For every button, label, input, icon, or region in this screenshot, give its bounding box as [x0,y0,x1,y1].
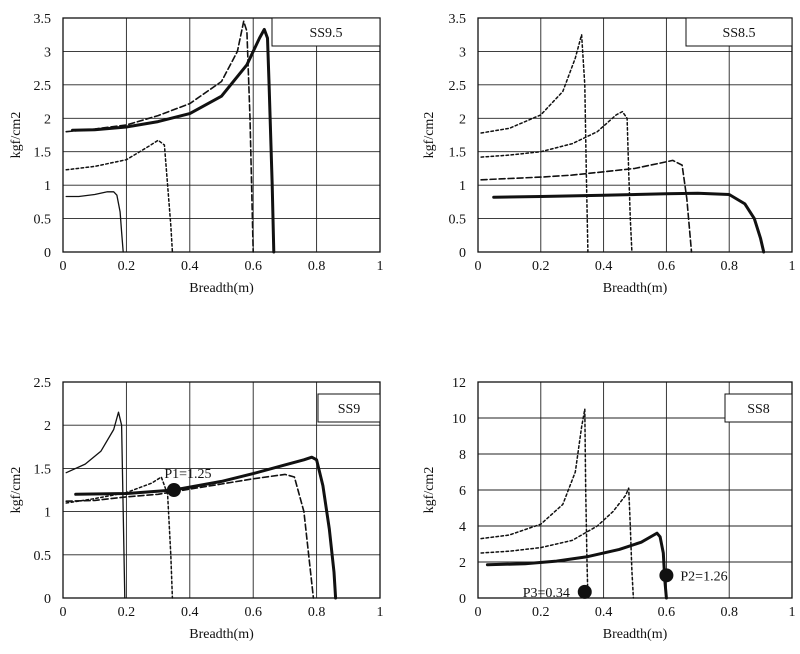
x-tick-label: 0 [475,259,482,274]
x-axis-label: Breadth(m) [189,281,254,296]
y-tick-label: 0 [44,246,51,261]
plot-frame [62,17,381,253]
y-tick-label: 0.5 [449,213,467,228]
y-tick-label: 2.5 [449,79,467,94]
x-tick-label: 1 [377,605,384,620]
y-tick-label: 4 [459,520,466,535]
x-tick-label: 0 [60,605,67,620]
x-tick-label: 0 [60,259,67,274]
series-line-dotted [65,139,174,253]
y-tick-label: 0.5 [34,549,52,564]
y-tick-label: 12 [452,376,466,391]
y-tick-label: 2 [459,556,466,571]
x-tick-label: 1 [789,605,796,620]
y-tick-label: 1 [44,506,51,521]
chart-panel-ss8: 0 0.2 0.4 0.6 0.8 1024681012Breadth(m)kgf/cm2… [422,376,796,642]
x-tick-label: 0.6 [658,259,676,274]
panel-label-box [685,17,793,47]
x-tick-label: 0.8 [720,605,738,620]
annotation-label: P1=1.25 [164,467,211,482]
panel-label-box [724,393,793,423]
y-tick-label: 3.5 [449,12,467,27]
y-tick-label: 1 [44,179,51,194]
x-tick-label: 0.2 [118,605,136,620]
series-line-thick [492,191,766,254]
panel-label: SS8 [747,402,770,417]
y-tick-label: 2 [44,112,51,127]
y-tick-label: 0 [459,246,466,261]
annotation-marker [577,584,592,599]
x-tick-label: 0.4 [595,259,613,274]
y-axis-label: kgf/cm2 [9,112,24,159]
series-line-dotted [480,110,633,253]
annotation-marker [659,568,674,583]
x-axis-label: Breadth(m) [189,627,254,642]
series-line-dotted [480,487,635,599]
plot-frame [62,381,381,599]
x-tick-label: 0.4 [181,605,199,620]
y-tick-label: 6 [459,484,466,499]
y-tick-label: 3.5 [34,12,52,27]
x-tick-label: 0.6 [244,259,262,274]
x-tick-label: 0.6 [244,605,262,620]
plot-frame [477,381,793,599]
y-axis-label: kgf/cm2 [422,112,437,159]
x-tick-label: 0.8 [720,259,738,274]
chart-panel-ss9: 0 0.2 0.4 0.6 0.8 1 0 0.5 1 1.5 2 2.5 Breadth(m) kgf/… [9,376,384,642]
y-tick-label: 1 [459,179,466,194]
y-tick-label: 3 [44,45,51,60]
x-tick-label: 1 [789,259,796,274]
chart-panel-ss8-5: 0 0.2 0.4 0.6 0.8 1 0 0.5 1 1.5 2 2.5 3 3.5 Breadth(m)… [422,12,796,296]
plot-frame [477,17,793,253]
series-line-dotted [480,408,589,599]
series-line-thin [65,411,126,599]
panel-label: SS9.5 [309,26,342,41]
y-tick-label: 1.5 [449,146,467,161]
panel-label-box [317,393,381,423]
x-tick-label: 0.6 [658,605,676,620]
series-line-thick [485,531,668,600]
chart-panel-ss9-5: 0 0.2 0.4 0.6 0.8 1 0 0.5 1 1.5 2 2.5 3 3.5 Breadth(m)… [9,12,384,296]
panel-label: SS9 [338,402,361,417]
y-tick-label: 0 [459,592,466,607]
x-tick-label: 0.4 [595,605,613,620]
series-line-thick [71,27,276,254]
y-tick-label: 2.5 [34,79,52,94]
x-tick-label: 0.2 [532,259,550,274]
y-tick-label: 2 [44,419,51,434]
y-tick-label: 1.5 [34,146,52,161]
series-line-dotted [480,33,589,253]
y-tick-label: 2.5 [34,376,52,391]
annotation-label: P3=0.34 [523,586,570,601]
y-tick-label: 8 [459,448,466,463]
x-tick-label: 0.2 [532,605,550,620]
annotation-marker [166,483,181,497]
y-tick-label: 3 [459,45,466,60]
x-tick-label: 0.2 [118,259,136,274]
x-tick-label: 0.8 [308,605,326,620]
x-tick-label: 0 [475,605,482,620]
series-line-dashed [480,159,693,253]
y-axis-label: kgf/cm2 [9,467,24,514]
y-tick-label: 1.5 [34,462,52,477]
y-axis-label: kgf/cm2 [422,467,437,514]
x-tick-label: 0.4 [181,259,199,274]
y-tick-label: 0.5 [34,213,52,228]
series-line-dashed [65,20,254,253]
x-axis-label: Breadth(m) [603,281,668,296]
annotation-label: P2=1.26 [680,569,727,584]
panel-label: SS8.5 [722,26,755,41]
x-tick-label: 0.8 [308,259,326,274]
series-line-dashed [65,473,315,599]
x-tick-label: 1 [377,259,384,274]
series-line-thin [65,191,124,253]
y-tick-label: 2 [459,112,466,127]
y-tick-label: 10 [452,412,466,427]
x-axis-label: Breadth(m) [603,627,668,642]
y-tick-label: 0 [44,592,51,607]
panel-label-box [271,17,381,47]
